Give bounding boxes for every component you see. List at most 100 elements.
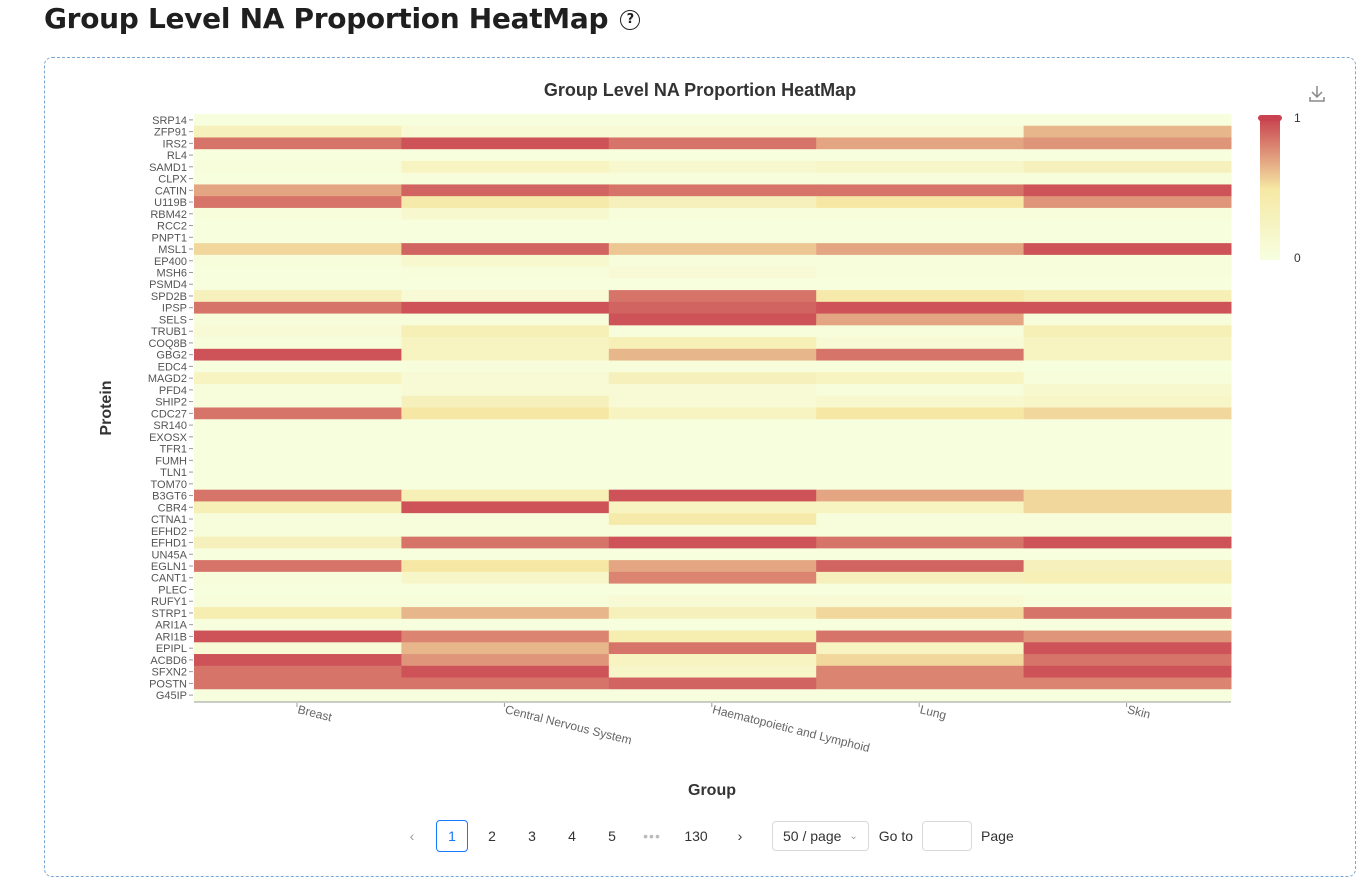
heatmap-cell[interactable] (1023, 254, 1232, 268)
heatmap-cell[interactable] (816, 160, 1025, 174)
heatmap-cell[interactable] (608, 689, 817, 702)
heatmap-cell[interactable] (194, 325, 402, 338)
heatmap-cell[interactable] (194, 583, 402, 596)
heatmap-cell[interactable] (401, 149, 610, 162)
heatmap-cell[interactable] (608, 137, 817, 150)
heatmap-cell[interactable] (401, 384, 610, 397)
heatmap-cell[interactable] (401, 278, 610, 291)
heatmap-cell[interactable] (194, 524, 402, 538)
heatmap-cell[interactable] (816, 395, 1025, 408)
heatmap-cell[interactable] (401, 231, 610, 244)
heatmap-cell[interactable] (194, 184, 402, 197)
heatmap-cell[interactable] (608, 114, 817, 127)
heatmap-cell[interactable] (194, 149, 402, 162)
heatmap-cell[interactable] (401, 630, 610, 643)
heatmap-cell[interactable] (194, 571, 402, 585)
heatmap-cell[interactable] (608, 172, 817, 185)
heatmap-cell[interactable] (194, 372, 402, 385)
heatmap-cell[interactable] (1023, 301, 1232, 315)
heatmap-cell[interactable] (608, 571, 817, 585)
heatmap-cell[interactable] (401, 454, 610, 467)
heatmap-cell[interactable] (401, 372, 610, 385)
heatmap-cell[interactable] (1023, 501, 1232, 514)
heatmap-cell[interactable] (1023, 689, 1232, 702)
heatmap-cell[interactable] (194, 266, 402, 279)
heatmap-cell[interactable] (1023, 536, 1232, 549)
heatmap-cell[interactable] (1023, 219, 1232, 232)
heatmap-cell[interactable] (194, 407, 402, 420)
heatmap-cell[interactable] (194, 348, 402, 362)
heatmap-cell[interactable] (401, 665, 610, 679)
heatmap-cell[interactable] (401, 583, 610, 596)
heatmap-cell[interactable] (816, 219, 1025, 232)
heatmap-cell[interactable] (401, 196, 610, 209)
heatmap-cell[interactable] (608, 372, 817, 385)
heatmap-cell[interactable] (608, 430, 817, 444)
heatmap-cell[interactable] (194, 384, 402, 397)
heatmap-cell[interactable] (1023, 665, 1232, 679)
heatmap-cell[interactable] (816, 290, 1025, 303)
heatmap-cell[interactable] (608, 231, 817, 244)
chevron-left-icon[interactable]: ‹ (409, 828, 415, 844)
heatmap-cell[interactable] (194, 442, 402, 455)
heatmap-cell[interactable] (816, 149, 1025, 162)
heatmap-cell[interactable] (401, 172, 610, 185)
heatmap-cell[interactable] (401, 160, 610, 174)
heatmap-cell[interactable] (401, 125, 610, 138)
heatmap-cell[interactable] (816, 196, 1025, 209)
heatmap-cell[interactable] (816, 360, 1025, 373)
heatmap-cell[interactable] (194, 290, 402, 303)
heatmap-cell[interactable] (401, 513, 610, 526)
heatmap-cell[interactable] (608, 337, 817, 350)
heatmap-cell[interactable] (816, 184, 1025, 197)
heatmap-cell[interactable] (608, 442, 817, 455)
heatmap-cell[interactable] (194, 501, 402, 514)
heatmap-cell[interactable] (608, 466, 817, 479)
heatmap-cell[interactable] (194, 360, 402, 373)
heatmap-cell[interactable] (1023, 524, 1232, 538)
heatmap-cell[interactable] (816, 442, 1025, 455)
heatmap-cell[interactable] (194, 301, 402, 315)
heatmap-cell[interactable] (608, 595, 817, 608)
heatmap-cell[interactable] (608, 618, 817, 632)
heatmap-cell[interactable] (194, 677, 402, 690)
heatmap-cell[interactable] (608, 219, 817, 232)
heatmap-cell[interactable] (1023, 489, 1232, 502)
heatmap-cell[interactable] (1023, 407, 1232, 420)
heatmap-cell[interactable] (401, 207, 610, 221)
heatmap-cell[interactable] (816, 524, 1025, 538)
heatmap-cell[interactable] (816, 689, 1025, 702)
heatmap-cell[interactable] (194, 207, 402, 221)
heatmap-cell[interactable] (608, 395, 817, 408)
heatmap-cell[interactable] (1023, 419, 1232, 432)
heatmap-cell[interactable] (194, 219, 402, 232)
heatmap-cell[interactable] (194, 489, 402, 502)
heatmap-cell[interactable] (401, 254, 610, 268)
heatmap-cell[interactable] (194, 477, 402, 491)
heatmap-cell[interactable] (608, 642, 817, 655)
heatmap-cell[interactable] (816, 243, 1025, 256)
heatmap-cell[interactable] (816, 278, 1025, 291)
heatmap-cell[interactable] (401, 290, 610, 303)
page-4-button[interactable]: 4 (568, 828, 576, 844)
heatmap-cell[interactable] (608, 630, 817, 643)
heatmap-cell[interactable] (816, 677, 1025, 690)
heatmap-cell[interactable] (194, 513, 402, 526)
heatmap-cell[interactable] (816, 137, 1025, 150)
heatmap-cell[interactable] (1023, 430, 1232, 444)
heatmap-cell[interactable] (608, 454, 817, 467)
heatmap-cell[interactable] (194, 466, 402, 479)
heatmap-cell[interactable] (608, 384, 817, 397)
heatmap-cell[interactable] (816, 513, 1025, 526)
heatmap-cell[interactable] (401, 243, 610, 256)
heatmap-cell[interactable] (1023, 231, 1232, 244)
heatmap-cell[interactable] (401, 654, 610, 667)
heatmap-cell[interactable] (608, 501, 817, 514)
heatmap-cell[interactable] (608, 196, 817, 209)
heatmap-cell[interactable] (816, 337, 1025, 350)
heatmap-cell[interactable] (816, 654, 1025, 667)
heatmap-cell[interactable] (608, 207, 817, 221)
heatmap-cell[interactable] (816, 254, 1025, 268)
heatmap-cell[interactable] (194, 337, 402, 350)
heatmap-cell[interactable] (194, 125, 402, 138)
